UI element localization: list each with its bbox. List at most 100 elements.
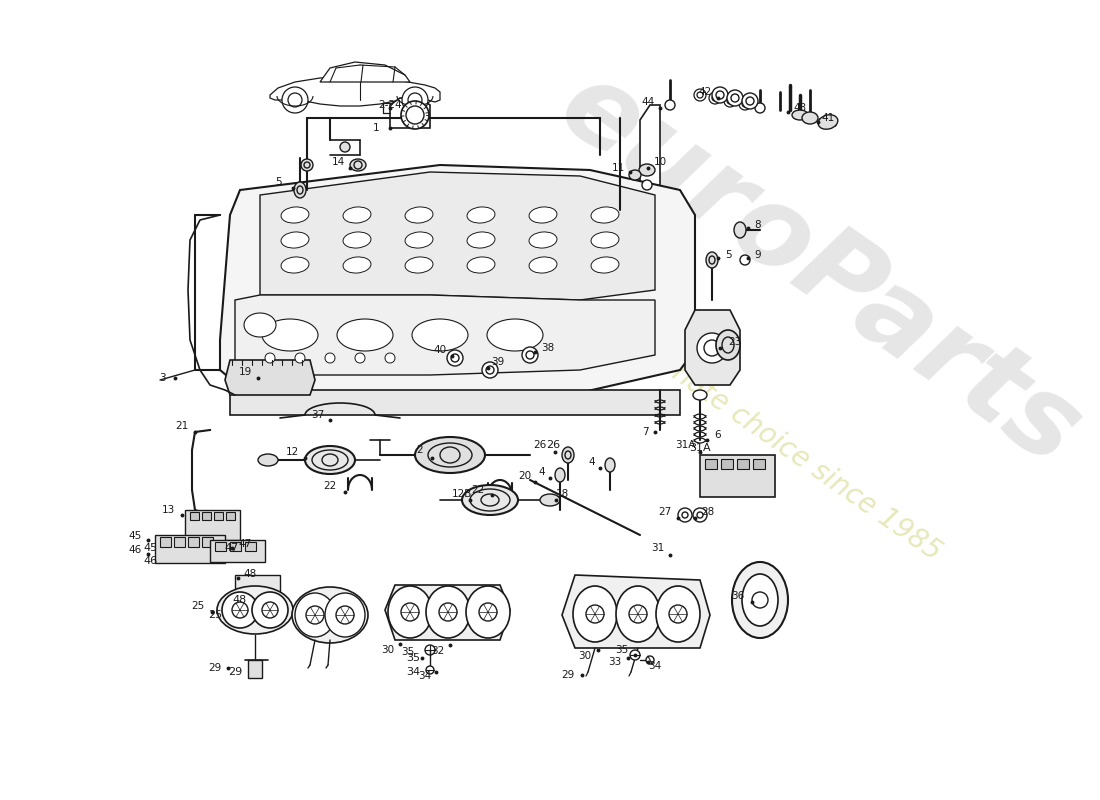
Text: 45: 45 [129,531,142,541]
Circle shape [724,95,736,107]
Circle shape [727,90,742,106]
Ellipse shape [734,222,746,238]
Circle shape [265,353,275,363]
Text: 4: 4 [539,467,546,477]
Ellipse shape [605,458,615,472]
Text: 45: 45 [143,543,157,553]
Text: 22: 22 [323,481,337,491]
Bar [705,459,717,469]
Circle shape [697,333,727,363]
Bar [226,512,235,520]
Circle shape [693,508,707,522]
Text: 46: 46 [129,545,142,555]
Text: 9: 9 [755,250,761,260]
Bar [230,542,241,551]
Text: 4: 4 [588,457,595,467]
Polygon shape [390,98,430,128]
Circle shape [642,180,652,190]
Ellipse shape [562,447,574,463]
Ellipse shape [556,468,565,482]
Ellipse shape [468,207,495,223]
Polygon shape [685,310,740,385]
Bar [720,459,733,469]
Text: 29: 29 [228,667,242,677]
Text: 28: 28 [702,507,715,517]
Text: 34: 34 [406,667,420,677]
Ellipse shape [529,207,557,223]
Text: 33: 33 [608,657,622,667]
Ellipse shape [468,257,495,273]
Ellipse shape [262,319,318,351]
Ellipse shape [405,232,433,248]
Text: 5: 5 [275,177,282,187]
Polygon shape [260,172,654,300]
Polygon shape [220,165,695,395]
Ellipse shape [340,142,350,152]
Ellipse shape [292,587,368,643]
Ellipse shape [573,586,617,642]
Text: 38: 38 [541,343,554,353]
Bar [188,537,199,547]
Ellipse shape [462,485,518,515]
Circle shape [402,101,429,129]
Bar [248,660,262,678]
Ellipse shape [802,112,818,124]
Polygon shape [226,360,315,395]
Ellipse shape [639,164,654,176]
Circle shape [324,353,336,363]
Text: 8: 8 [755,220,761,230]
Text: 12: 12 [285,447,298,457]
Ellipse shape [529,232,557,248]
Text: 7: 7 [641,427,648,437]
Ellipse shape [405,207,433,223]
Bar [210,540,265,562]
Text: 2-24: 2-24 [378,100,402,110]
Text: 31: 31 [651,543,664,553]
Ellipse shape [716,330,740,360]
Polygon shape [562,575,710,648]
Text: 1: 1 [373,123,380,133]
Text: 34: 34 [648,661,661,671]
Ellipse shape [468,232,495,248]
Ellipse shape [405,257,433,273]
Bar [700,455,776,497]
Text: 12B: 12B [452,489,472,499]
Ellipse shape [732,562,788,638]
Text: 30: 30 [382,645,395,655]
Text: 29: 29 [208,663,221,673]
Text: 10: 10 [653,157,667,167]
Ellipse shape [258,454,278,466]
Text: 26: 26 [546,440,560,450]
Ellipse shape [792,110,808,120]
Ellipse shape [295,593,336,637]
Circle shape [232,602,248,618]
Ellipse shape [388,586,432,638]
Bar [737,459,749,469]
Text: 6: 6 [715,430,722,440]
Text: 31A: 31A [690,443,711,453]
Polygon shape [270,76,440,106]
Text: 43: 43 [793,103,806,113]
Ellipse shape [629,170,641,180]
Bar [160,537,170,547]
Circle shape [482,362,498,378]
Text: 48: 48 [243,569,256,579]
Bar [245,542,256,551]
Circle shape [336,606,354,624]
Ellipse shape [343,207,371,223]
Ellipse shape [616,586,660,642]
Circle shape [694,89,706,101]
Circle shape [712,87,728,103]
Text: 21: 21 [175,421,188,431]
Ellipse shape [244,313,276,337]
Circle shape [666,100,675,110]
Text: 20: 20 [518,471,531,481]
Text: 37: 37 [311,410,324,420]
Text: 39: 39 [492,357,505,367]
Text: 29: 29 [561,670,574,680]
Text: 35: 35 [402,647,415,657]
Ellipse shape [540,494,560,506]
Bar [214,542,225,551]
Text: 19: 19 [239,367,252,377]
Circle shape [755,103,764,113]
